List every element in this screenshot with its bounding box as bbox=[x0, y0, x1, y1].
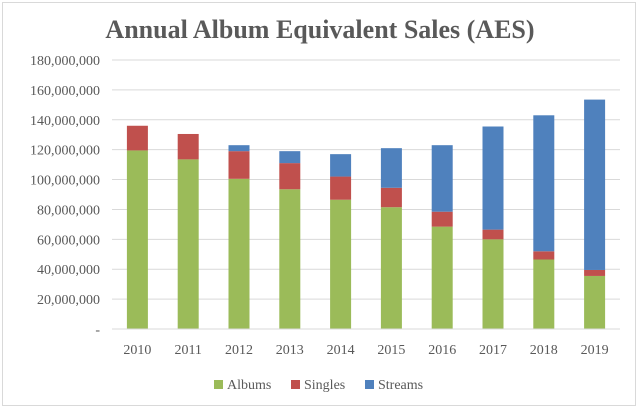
chart-frame bbox=[2, 2, 636, 406]
x-tick-label: 2010 bbox=[123, 343, 151, 358]
legend-swatch-singles bbox=[291, 380, 300, 389]
y-tick-label: 40,000,000 bbox=[37, 263, 100, 278]
bar-streams-2016 bbox=[431, 145, 453, 212]
y-tick-label: 60,000,000 bbox=[37, 233, 100, 248]
x-tick-label: 2013 bbox=[276, 343, 304, 358]
legend-label-singles: Singles bbox=[304, 378, 345, 393]
bar-singles-2011 bbox=[177, 133, 199, 160]
y-tick-label: 180,000,000 bbox=[30, 54, 100, 69]
bar-albums-2013 bbox=[279, 189, 301, 329]
bar-albums-2010 bbox=[126, 150, 148, 329]
bar-singles-2016 bbox=[431, 211, 453, 227]
legend-swatch-albums bbox=[214, 380, 223, 389]
legend: Albums Singles Streams bbox=[214, 378, 423, 393]
bar-streams-2012 bbox=[228, 145, 250, 152]
y-tick-label: 20,000,000 bbox=[37, 293, 100, 308]
y-tick-label: 140,000,000 bbox=[30, 114, 100, 129]
legend-label-albums: Albums bbox=[227, 378, 271, 393]
legend-swatch-streams bbox=[365, 380, 374, 389]
bars bbox=[126, 99, 606, 329]
bar-albums-2014 bbox=[330, 199, 352, 329]
bar-singles-2019 bbox=[584, 269, 606, 276]
bar-albums-2015 bbox=[380, 207, 402, 329]
bar-singles-2010 bbox=[126, 125, 148, 151]
bar-singles-2013 bbox=[279, 163, 301, 190]
bar-albums-2011 bbox=[177, 159, 199, 329]
bar-streams-2014 bbox=[330, 154, 352, 177]
bar-streams-2019 bbox=[584, 99, 606, 270]
x-tick-label: 2017 bbox=[479, 343, 507, 358]
bar-albums-2012 bbox=[228, 178, 250, 329]
y-tick-label: 100,000,000 bbox=[30, 174, 100, 189]
x-tick-label: 2018 bbox=[530, 343, 558, 358]
bar-singles-2012 bbox=[228, 151, 250, 179]
x-tick-label: 2016 bbox=[428, 343, 456, 358]
x-tick-label: 2015 bbox=[377, 343, 405, 358]
y-tick-label: 160,000,000 bbox=[30, 84, 100, 99]
chart-title: Annual Album Equivalent Sales (AES) bbox=[105, 15, 534, 44]
bar-streams-2015 bbox=[380, 148, 402, 188]
bar-albums-2016 bbox=[431, 226, 453, 329]
x-tick-label: 2012 bbox=[225, 343, 253, 358]
x-tick-label: 2011 bbox=[174, 343, 201, 358]
bar-streams-2013 bbox=[279, 151, 301, 164]
legend-label-streams: Streams bbox=[378, 378, 423, 393]
bar-streams-2018 bbox=[533, 115, 555, 252]
bar-singles-2014 bbox=[330, 176, 352, 200]
y-tick-label: - bbox=[95, 323, 100, 338]
x-tick-label: 2014 bbox=[327, 343, 355, 358]
x-axis-ticks: 2010 2011 2012 2013 2014 2015 2016 2017 2018 2019 bbox=[123, 343, 608, 358]
bar-albums-2018 bbox=[533, 259, 555, 329]
y-axis-ticks: - 20,000,000 40,000,000 60,000,000 80,000,00… bbox=[30, 54, 100, 338]
y-tick-label: 80,000,000 bbox=[37, 203, 100, 218]
y-tick-label: 120,000,000 bbox=[30, 144, 100, 159]
bar-singles-2018 bbox=[533, 251, 555, 260]
bar-albums-2017 bbox=[482, 239, 504, 329]
bar-streams-2017 bbox=[482, 126, 504, 230]
x-tick-label: 2019 bbox=[581, 343, 609, 358]
bar-singles-2015 bbox=[380, 187, 402, 208]
bar-singles-2017 bbox=[482, 229, 504, 240]
bar-albums-2019 bbox=[584, 275, 606, 329]
